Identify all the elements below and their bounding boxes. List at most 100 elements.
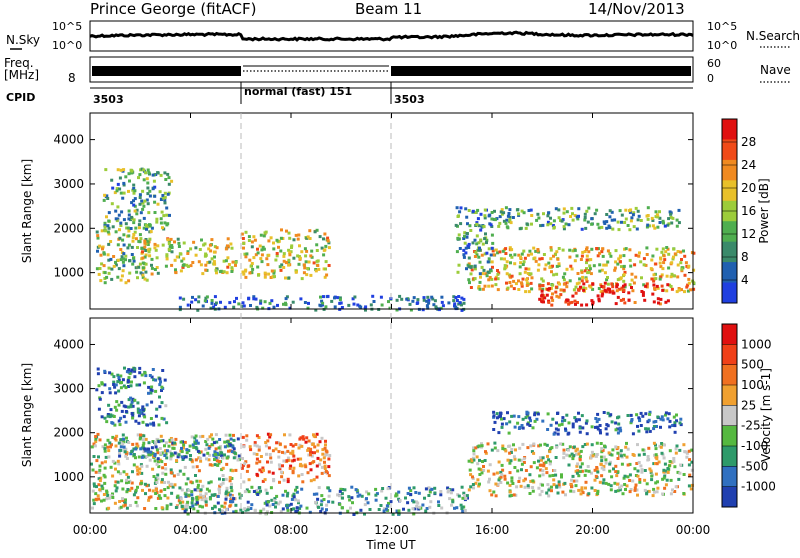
data-cell	[558, 485, 562, 489]
data-cell	[186, 252, 190, 255]
data-cell	[466, 244, 470, 248]
data-cell	[501, 468, 505, 472]
data-cell	[161, 369, 165, 372]
data-cell	[131, 236, 135, 240]
data-cell	[534, 249, 538, 253]
data-cell	[543, 296, 547, 300]
data-cell	[274, 447, 278, 451]
data-cell	[283, 433, 286, 437]
data-cell	[510, 494, 514, 497]
data-cell	[159, 451, 163, 455]
data-cell	[319, 503, 323, 507]
data-cell	[635, 413, 639, 417]
data-cell	[653, 453, 656, 457]
data-cell	[550, 303, 554, 307]
data-cell	[617, 422, 621, 426]
data-cell	[287, 231, 291, 235]
data-cell	[459, 206, 463, 210]
data-cell	[493, 420, 497, 424]
data-cell	[524, 290, 528, 294]
data-cell	[677, 477, 681, 481]
data-cell	[259, 233, 263, 237]
data-cell	[180, 259, 184, 263]
data-cell	[550, 446, 554, 450]
data-cell	[290, 507, 294, 511]
data-cell	[487, 480, 491, 484]
data-cell	[595, 441, 599, 445]
data-cell	[617, 257, 621, 261]
data-cell	[330, 299, 334, 303]
data-cell	[529, 208, 533, 212]
data-cell	[210, 433, 213, 437]
data-cell	[538, 257, 542, 261]
data-cell	[114, 209, 118, 213]
data-cell	[215, 271, 218, 275]
data-cell	[278, 480, 281, 484]
data-cell	[555, 445, 559, 449]
data-cell	[585, 254, 589, 258]
data-cell	[518, 426, 522, 429]
data-cell	[562, 227, 566, 231]
data-cell	[109, 240, 113, 243]
data-cell	[639, 411, 643, 415]
data-cell	[637, 453, 641, 457]
data-cell	[616, 295, 620, 299]
data-cell	[110, 267, 114, 271]
data-cell	[571, 218, 575, 222]
data-cell	[573, 259, 577, 263]
data-cell	[90, 445, 94, 449]
data-cell	[192, 240, 196, 244]
data-cell	[657, 460, 661, 464]
data-cell	[105, 489, 109, 493]
data-cell	[610, 475, 614, 479]
data-cell	[170, 438, 174, 442]
data-cell	[359, 508, 363, 512]
data-cell	[107, 226, 111, 230]
colorbar-tick-label: -25	[741, 419, 761, 433]
data-cell	[208, 497, 212, 501]
data-cell	[644, 412, 648, 416]
data-cell	[272, 305, 276, 309]
data-cell	[98, 244, 102, 248]
data-cell	[319, 295, 322, 299]
data-cell	[557, 247, 561, 250]
data-cell	[309, 450, 312, 454]
data-cell	[596, 470, 600, 474]
data-cell	[320, 494, 324, 498]
data-cell	[249, 304, 252, 307]
data-cell	[659, 275, 663, 279]
data-cell	[286, 456, 290, 460]
data-cell	[387, 300, 390, 304]
data-cell	[321, 448, 325, 452]
data-cell	[244, 255, 248, 259]
data-cell	[637, 416, 641, 420]
data-cell	[327, 264, 331, 267]
data-cell	[161, 471, 165, 475]
data-cell	[267, 239, 271, 243]
data-cell	[97, 407, 101, 411]
data-cell	[554, 207, 558, 211]
data-cell	[291, 452, 295, 456]
data-cell	[629, 219, 633, 223]
data-cell	[493, 441, 497, 445]
data-cell	[338, 494, 342, 498]
data-cell	[140, 481, 144, 485]
data-cell	[462, 237, 466, 240]
data-cell	[636, 218, 640, 222]
data-cell	[675, 444, 679, 448]
data-cell	[521, 426, 525, 430]
data-cell	[266, 500, 270, 504]
data-cell	[533, 256, 537, 260]
data-cell	[114, 263, 118, 267]
data-cell	[229, 437, 233, 441]
data-cell	[300, 444, 304, 448]
data-cell	[299, 457, 303, 461]
data-cell	[461, 510, 465, 513]
data-cell	[517, 458, 521, 462]
data-cell	[554, 456, 558, 459]
data-cell	[471, 241, 475, 245]
data-cell	[107, 449, 111, 453]
data-cell	[562, 288, 566, 292]
data-cell	[640, 468, 644, 472]
data-cell	[210, 443, 214, 447]
